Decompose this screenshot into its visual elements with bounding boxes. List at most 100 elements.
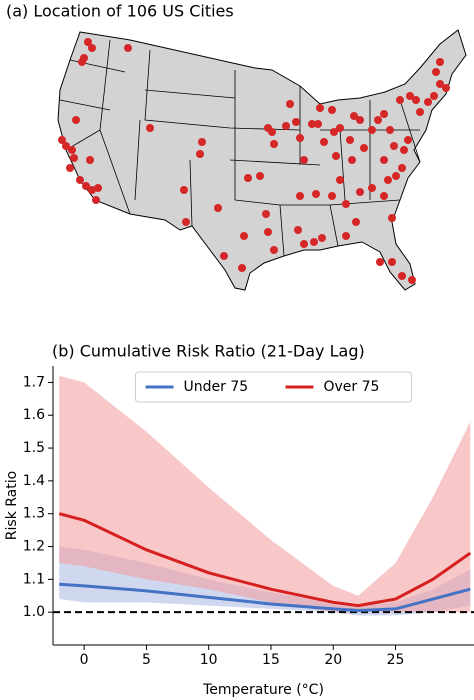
- city-dot: [84, 38, 92, 46]
- city-dot: [408, 276, 416, 284]
- y-axis-label: Risk Ratio: [4, 471, 20, 540]
- city-dot: [336, 176, 344, 184]
- city-dot: [416, 108, 424, 116]
- city-dot: [346, 136, 354, 144]
- city-dot: [146, 124, 154, 132]
- city-dot: [356, 188, 364, 196]
- city-dot: [262, 210, 270, 218]
- city-dot: [390, 142, 398, 150]
- city-dot: [238, 264, 246, 272]
- city-dot: [264, 228, 272, 236]
- city-dot: [360, 144, 368, 152]
- city-dot: [384, 176, 392, 184]
- city-dot: [392, 172, 400, 180]
- city-dot: [66, 164, 74, 172]
- city-dot: [348, 156, 356, 164]
- city-dot: [76, 176, 84, 184]
- city-dot: [432, 68, 440, 76]
- city-dot: [312, 190, 320, 198]
- city-dot: [308, 120, 316, 128]
- y-tick-label: 1.2: [23, 539, 45, 555]
- city-dot: [436, 80, 444, 88]
- x-tick-label: 5: [142, 652, 151, 668]
- confidence-band: [59, 546, 471, 616]
- city-dot: [376, 258, 384, 266]
- x-tick-label: 0: [80, 652, 89, 668]
- us-map: [57, 29, 467, 291]
- x-tick-label: 25: [387, 652, 405, 668]
- city-dot: [320, 138, 328, 146]
- city-dot: [380, 156, 388, 164]
- city-dot: [294, 226, 302, 234]
- city-dot: [314, 120, 322, 128]
- city-dot: [400, 146, 408, 154]
- city-dot: [330, 128, 338, 136]
- y-tick-label: 1.3: [23, 506, 45, 522]
- chart: 1.0 1.1 1.2 1.3 1.4 1.5 1.6 1.7 0 5 10 15 20 25 Temper…: [4, 366, 474, 698]
- city-dot: [214, 204, 222, 212]
- city-dot: [388, 258, 396, 266]
- city-dot: [328, 106, 336, 114]
- city-dot: [296, 134, 304, 142]
- city-dot: [270, 140, 278, 148]
- city-dot: [300, 156, 308, 164]
- city-dot: [398, 164, 406, 172]
- legend-box: [135, 371, 412, 403]
- city-dot: [380, 192, 388, 200]
- x-tick-label: 10: [200, 652, 218, 668]
- x-tick-label: 15: [262, 652, 280, 668]
- city-dot: [92, 196, 100, 204]
- city-dot: [436, 58, 444, 66]
- city-dot: [386, 126, 394, 134]
- city-dot: [328, 192, 336, 200]
- city-dot: [336, 124, 344, 132]
- city-dot: [68, 146, 76, 154]
- city-dot: [412, 96, 420, 104]
- y-tick-label: 1.7: [23, 374, 45, 390]
- us-outline: [57, 29, 467, 291]
- city-dot: [342, 232, 350, 240]
- city-dot: [182, 218, 190, 226]
- city-dot: [352, 218, 360, 226]
- city-dot: [220, 252, 228, 260]
- city-dot: [78, 58, 86, 66]
- series-line: [58, 512, 472, 608]
- x-tick-label: 20: [324, 652, 342, 668]
- series-line: [59, 582, 471, 613]
- confidence-band: [59, 375, 471, 613]
- city-dot: [62, 142, 70, 150]
- city-dot: [198, 138, 206, 146]
- city-dot: [256, 172, 264, 180]
- x-axis-label: Temperature (°C): [202, 682, 324, 698]
- city-dot: [264, 124, 272, 132]
- city-dot: [296, 192, 304, 200]
- city-dot: [380, 110, 388, 118]
- city-dot: [404, 136, 412, 144]
- city-dot: [442, 84, 450, 92]
- city-dot: [72, 116, 80, 124]
- city-dot: [94, 184, 102, 192]
- city-dot: [282, 122, 290, 130]
- y-tick-label: 1.5: [23, 440, 45, 456]
- legend-label: Over 75: [324, 379, 380, 395]
- city-dot: [398, 272, 406, 280]
- city-dot: [368, 126, 376, 134]
- city-dot: [82, 182, 90, 190]
- y-tick-label: 1.1: [23, 571, 45, 587]
- city-dot: [86, 156, 94, 164]
- city-dot: [350, 112, 358, 120]
- city-dot: [430, 92, 438, 100]
- city-dot: [368, 184, 376, 192]
- city-dot: [332, 152, 340, 160]
- y-tick-label: 1.6: [23, 407, 45, 423]
- city-dot: [374, 116, 382, 124]
- chart-title: (b) Cumulative Risk Ratio (21-Day Lag): [52, 342, 365, 361]
- city-dot: [244, 174, 252, 182]
- city-dot: [286, 100, 294, 108]
- y-tick-label: 1.0: [23, 604, 45, 620]
- city-dot: [240, 232, 248, 240]
- legend-label: Under 75: [184, 379, 249, 395]
- city-dot: [310, 238, 318, 246]
- city-dot: [88, 44, 96, 52]
